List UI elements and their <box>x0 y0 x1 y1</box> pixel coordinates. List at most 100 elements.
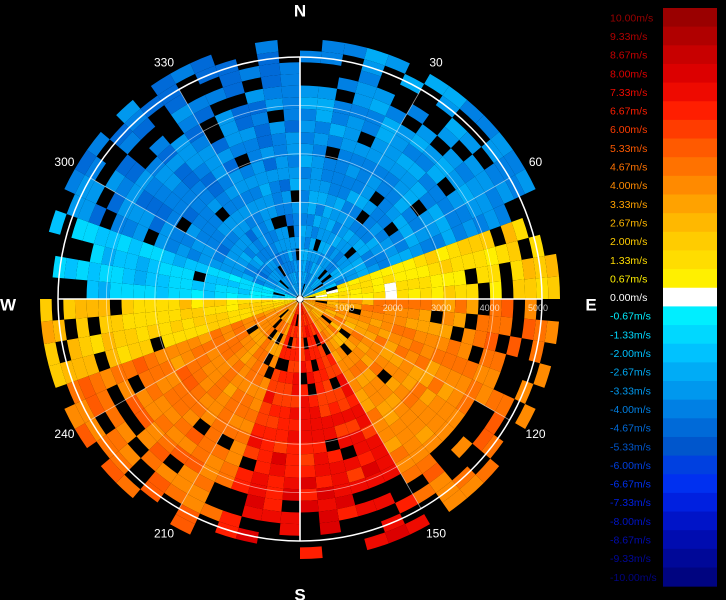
colorbar-swatch <box>663 511 717 531</box>
velocity-cell <box>349 219 363 234</box>
velocity-cell <box>342 228 355 243</box>
velocity-cell <box>444 209 462 229</box>
velocity-cell <box>115 421 137 444</box>
velocity-cell <box>349 153 366 169</box>
velocity-cell <box>271 132 287 147</box>
velocity-cell <box>501 299 514 318</box>
azimuth-tick-label: 210 <box>154 527 174 541</box>
velocity-cell <box>356 341 371 354</box>
velocity-cell <box>239 312 253 321</box>
velocity-cell <box>43 342 61 367</box>
velocity-cell <box>312 306 324 315</box>
velocity-cell <box>138 369 156 389</box>
velocity-cell <box>264 260 275 272</box>
velocity-cell <box>311 279 321 289</box>
velocity-cell <box>163 406 182 426</box>
velocity-cell <box>430 348 446 365</box>
velocity-cell <box>283 202 293 215</box>
velocity-cell <box>331 235 343 249</box>
velocity-cell <box>461 252 476 271</box>
velocity-cell <box>445 339 462 357</box>
velocity-cell <box>204 453 225 472</box>
velocity-cell <box>325 193 338 208</box>
velocity-cell <box>239 334 253 347</box>
velocity-cell <box>300 108 317 122</box>
velocity-cell <box>515 169 536 195</box>
colorbar-swatch <box>663 548 717 568</box>
velocity-cell <box>370 243 385 257</box>
velocity-cell <box>98 299 111 317</box>
velocity-cell <box>239 164 255 180</box>
velocity-cell <box>337 149 354 165</box>
velocity-cell <box>159 221 176 239</box>
velocity-cell <box>395 426 415 446</box>
velocity-cell <box>401 391 419 409</box>
velocity-cell <box>261 303 274 310</box>
velocity-cell <box>214 471 235 489</box>
velocity-cell <box>88 372 107 395</box>
velocity-cell <box>215 276 229 287</box>
velocity-cell <box>219 262 234 274</box>
colorbar-swatch <box>663 492 717 513</box>
velocity-cell <box>325 306 338 313</box>
velocity-cell <box>300 453 315 466</box>
velocity-cell <box>285 292 297 298</box>
velocity-cell <box>222 158 240 175</box>
velocity-cell <box>201 361 217 377</box>
velocity-cell <box>281 394 292 408</box>
velocity-cell <box>544 320 560 345</box>
velocity-cell <box>313 346 322 360</box>
velocity-cell <box>98 281 111 299</box>
velocity-cell <box>396 289 409 299</box>
velocity-cell <box>77 375 96 400</box>
velocity-cell <box>395 454 416 474</box>
velocity-cell <box>382 171 400 189</box>
velocity-cell <box>313 451 329 466</box>
velocity-cell <box>124 252 139 271</box>
velocity-cell <box>300 442 314 455</box>
velocity-cell <box>257 221 269 236</box>
velocity-cell <box>254 412 269 427</box>
velocity-cell <box>313 265 323 277</box>
velocity-cell <box>317 318 328 329</box>
velocity-cell <box>301 284 307 296</box>
velocity-cell <box>284 293 297 298</box>
velocity-cell <box>138 339 155 357</box>
azimuth-tick-label: 120 <box>526 427 546 441</box>
velocity-cell <box>187 483 210 504</box>
velocity-cell <box>361 120 381 138</box>
velocity-cell <box>254 39 279 55</box>
velocity-cell <box>168 309 182 322</box>
velocity-cell <box>303 299 316 304</box>
velocity-cell <box>355 499 377 517</box>
velocity-cell <box>379 347 395 362</box>
velocity-cell <box>317 344 327 358</box>
velocity-cell <box>256 134 274 150</box>
colorbar-swatch <box>663 399 717 419</box>
velocity-cell <box>228 315 242 325</box>
velocity-cell <box>456 237 473 256</box>
range-tick-label: 5000 <box>528 303 548 313</box>
velocity-cell <box>155 203 173 222</box>
velocity-cell <box>427 394 447 414</box>
velocity-cell <box>389 417 408 436</box>
velocity-cell <box>314 121 332 135</box>
velocity-cell <box>40 299 53 322</box>
velocity-cell <box>321 229 332 243</box>
velocity-cell <box>391 324 406 337</box>
velocity-cell <box>286 261 293 274</box>
velocity-cell <box>289 286 298 296</box>
velocity-cell <box>319 216 330 230</box>
velocity-cell <box>110 265 125 284</box>
velocity-cell <box>181 317 195 331</box>
velocity-cell <box>454 284 467 299</box>
velocity-cell <box>316 227 326 241</box>
velocity-cell <box>118 131 141 155</box>
velocity-cell <box>204 426 223 444</box>
velocity-cell <box>440 352 457 370</box>
velocity-cell <box>377 426 396 444</box>
velocity-cell <box>239 251 253 264</box>
velocity-cell <box>308 310 318 322</box>
velocity-cell <box>521 318 536 341</box>
velocity-cell <box>300 155 313 168</box>
